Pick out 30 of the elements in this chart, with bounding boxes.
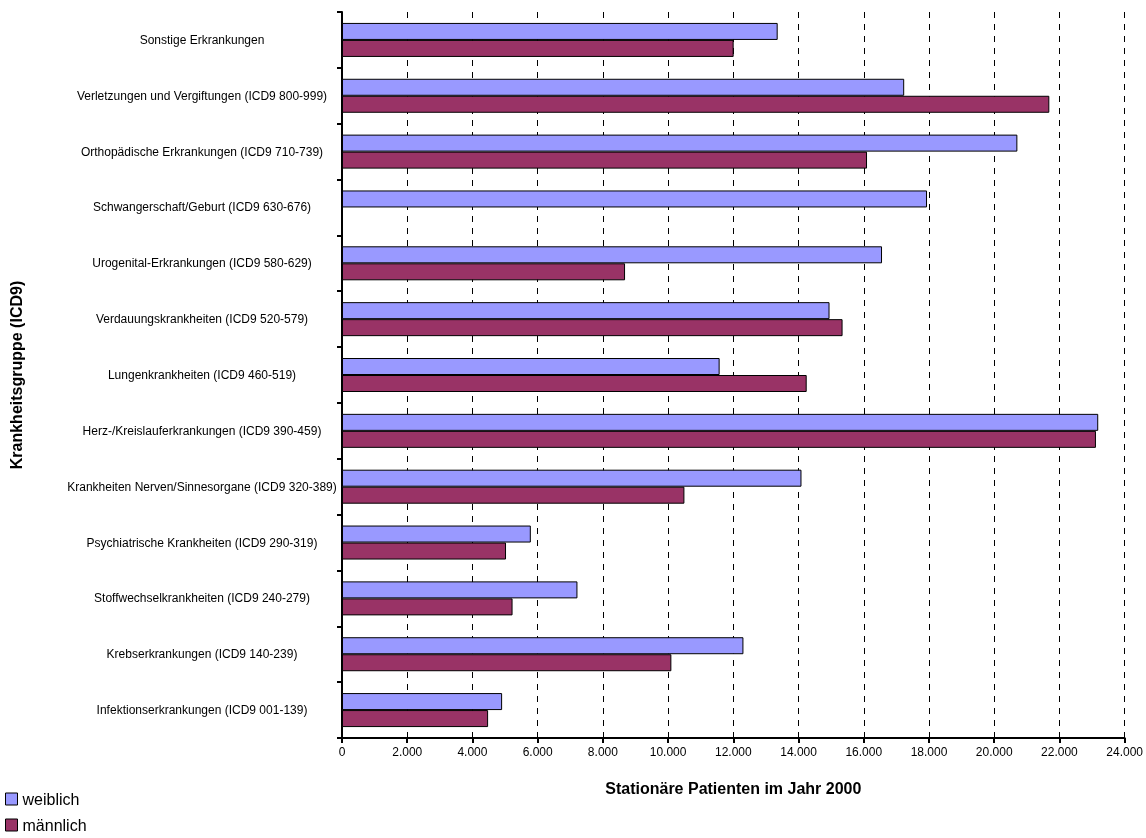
x-axis-title: Stationäre Patienten im Jahr 2000: [605, 779, 862, 797]
x-tick-label: 8.000: [587, 745, 619, 759]
y-tick-label: Sonstige Erkrankungen: [139, 32, 265, 47]
y-tick-label: Orthopädische Erkrankungen (ICD9 710-739): [80, 144, 324, 159]
y-tick-label: Schwangerschaft/Geburt (ICD9 630-676): [92, 200, 312, 215]
x-tick-label: 20.000: [975, 745, 1013, 759]
x-tick-label: 10.000: [649, 745, 687, 759]
y-tick-label: Infektionserkrankungen (ICD9 001-139): [96, 703, 308, 718]
y-tick-label: Urogenital-Erkrankungen (ICD9 580-629): [92, 256, 312, 271]
x-tick-label: 2.000: [392, 745, 423, 759]
y-tick-label: Psychiatrische Krankheiten (ICD9 290-319): [86, 535, 318, 550]
y-tick-label: Herz-/Kreislauferkrankungen (ICD9 390-459): [82, 423, 322, 438]
x-tick-label: 22.000: [1041, 745, 1079, 759]
y-axis-title: Krankheitsgruppe (ICD9): [7, 280, 25, 470]
y-tick-label: Verdauungskrankheiten (ICD9 520-579): [95, 312, 309, 327]
x-tick-label: 18.000: [910, 745, 948, 759]
legend-label: männlich: [22, 816, 87, 834]
x-tick-label: 6.000: [522, 745, 553, 759]
y-tick-label: Verletzungen und Vergiftungen (ICD9 800-999): [76, 88, 328, 103]
x-tick-label: 4.000: [457, 745, 488, 759]
x-tick-label: 0: [338, 745, 346, 759]
x-tick-label: 16.000: [845, 745, 883, 759]
x-tick-label: 12.000: [714, 745, 752, 759]
x-tick-label: 14.000: [780, 745, 818, 759]
y-tick-label: Stoffwechselkrankheiten (ICD9 240-279): [94, 591, 310, 606]
y-tick-label: Lungenkrankheiten (ICD9 460-519): [107, 368, 297, 382]
y-tick-label: Krankheiten Nerven/Sinnesorgane (ICD9 320-389): [67, 479, 337, 494]
legend-label: weiblich: [21, 790, 80, 808]
x-tick-label: 24.000: [1106, 745, 1144, 759]
y-tick-label: Krebserkrankungen (ICD9 140-239): [106, 647, 298, 662]
